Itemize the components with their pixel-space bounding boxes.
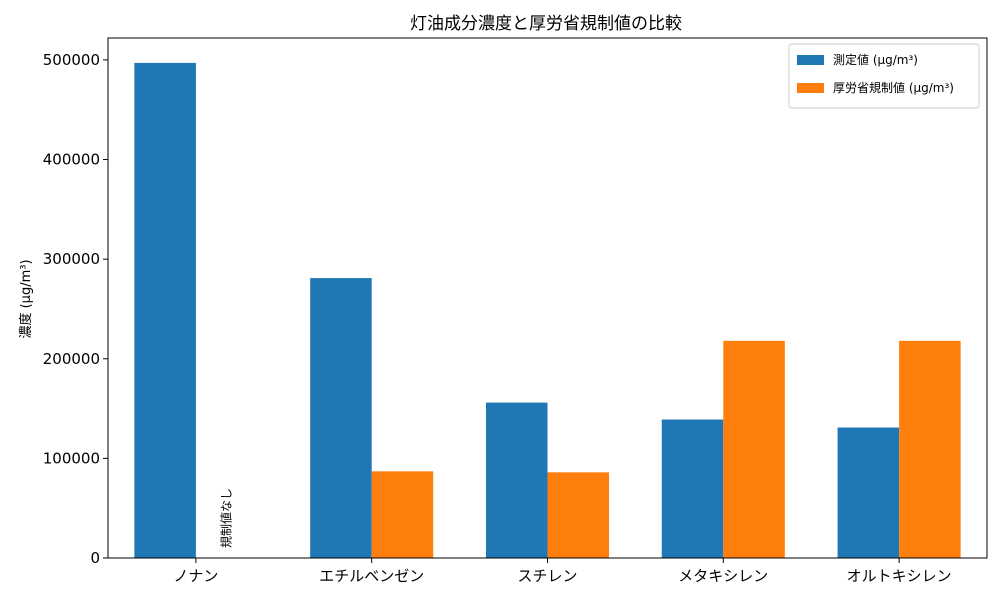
chart-title: 灯油成分濃度と厚労省規制値の比較	[410, 14, 682, 34]
x-tick-label-2: スチレン	[517, 567, 577, 585]
plot-area: 規制値なし 0 100000 200000 300000 400000 500000 ノナン エ…	[43, 37, 988, 585]
legend: 測定値 (μg/m³) 厚労省規制値 (μg/m³)	[788, 43, 980, 109]
y-axis-label: 濃度 (μg/m³)	[18, 259, 34, 338]
bar-limit-1	[371, 471, 434, 558]
bar-measured-3	[661, 419, 724, 558]
x-tick-label-3: メタキシレン	[678, 567, 768, 585]
annotation-no-limit: 規制値なし	[219, 488, 234, 548]
x-tick-label-1: エチルベンゼン	[319, 567, 424, 585]
y-tick-label-0: 0	[90, 549, 100, 567]
y-tick-label-1: 100000	[43, 449, 100, 467]
legend-swatch-1	[797, 83, 824, 93]
legend-label-1: 厚労省規制値 (μg/m³)	[833, 80, 954, 95]
bar-measured-0	[134, 62, 196, 559]
y-tick-label-5: 500000	[43, 51, 100, 69]
bar-measured-4	[837, 427, 900, 558]
bar-limit-2	[547, 472, 610, 558]
x-tick-label-0: ノナン	[173, 567, 218, 585]
bar-measured-1	[310, 278, 372, 558]
legend-swatch-0	[797, 55, 824, 65]
bar-limit-3	[723, 340, 785, 558]
y-tick-label-3: 300000	[43, 250, 100, 268]
legend-label-0: 測定値 (μg/m³)	[833, 52, 918, 67]
y-tick-label-2: 200000	[43, 350, 100, 368]
bar-limit-4	[899, 340, 961, 558]
y-tick-label-4: 400000	[43, 151, 100, 169]
legend-box	[788, 43, 980, 109]
x-tick-label-4: オルトキシレン	[847, 567, 952, 585]
bar-measured-2	[485, 402, 548, 558]
